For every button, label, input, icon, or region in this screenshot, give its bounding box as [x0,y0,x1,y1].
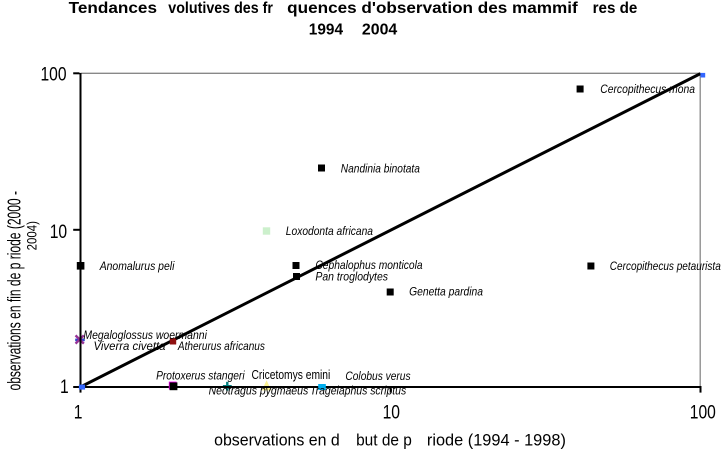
svg-text:but de p: but de p [356,432,412,450]
svg-text:observations en fin de p riode: observations en fin de p riode (2000 - [3,191,24,391]
svg-text:Cercopithecus petaurista: Cercopithecus petaurista [610,259,721,273]
svg-text:1994: 1994 [309,22,343,39]
svg-text:2004: 2004 [362,22,398,39]
svg-text:Neotragus pygmaeus: Neotragus pygmaeus [209,384,309,398]
svg-text:Viverra civetta: Viverra civetta [94,339,166,353]
svg-text:Anomalurus peli: Anomalurus peli [99,259,175,273]
svg-text:Tragelaphus scriptus: Tragelaphus scriptus [310,384,406,398]
svg-text:100: 100 [690,403,716,424]
svg-text:Megaloglossus woermanni: Megaloglossus woermanni [83,328,207,342]
svg-text:10: 10 [383,403,400,424]
svg-text:Protoxerus stangeri: Protoxerus stangeri [156,369,245,383]
svg-text:Cephalophus monticola: Cephalophus monticola [315,258,422,272]
svg-text:riode (1994 - 1998): riode (1994 - 1998) [427,432,566,450]
svg-text:Cercopithecus mona: Cercopithecus mona [600,82,695,96]
svg-text:volutives des fr: volutives des fr [168,0,273,17]
svg-text:res de: res de [593,0,638,17]
svg-text:Cricetomys emini: Cricetomys emini [252,368,331,382]
svg-text:Atherurus africanus: Atherurus africanus [177,339,265,353]
svg-text:10: 10 [50,222,67,243]
svg-text:Nandinia binotata: Nandinia binotata [341,162,420,176]
svg-text:Tendances: Tendances [69,0,157,17]
svg-text:Loxodonta africana: Loxodonta africana [286,224,373,238]
svg-text:Genetta pardina: Genetta pardina [409,285,483,299]
svg-text:100: 100 [41,65,67,86]
svg-text:2004): 2004) [24,221,40,250]
svg-text:Pan troglodytes: Pan troglodytes [315,270,388,284]
svg-text:observations en d: observations en d [214,432,340,450]
svg-text:Colobus verus: Colobus verus [345,369,410,383]
svg-text:1: 1 [74,403,83,424]
svg-text:1: 1 [60,377,69,398]
svg-text:quences d'observation des mamm: quences d'observation des mammif [287,0,578,17]
